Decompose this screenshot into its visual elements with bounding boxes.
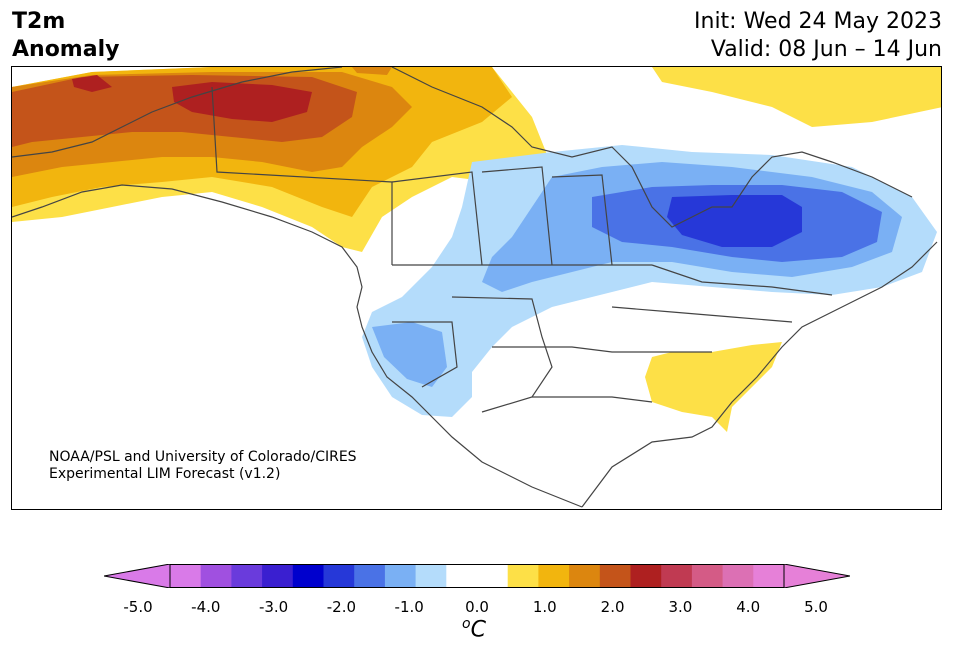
title-line-1: T2m bbox=[12, 9, 66, 34]
colorbar bbox=[104, 564, 850, 588]
colorbar-segment bbox=[323, 564, 355, 588]
colorbar-segment bbox=[231, 564, 263, 588]
colorbar-segment bbox=[722, 564, 754, 588]
colorbar-segment bbox=[477, 564, 509, 588]
colorbar-segment bbox=[661, 564, 693, 588]
cool-anomaly-contours bbox=[362, 145, 937, 417]
unit-celsius: C bbox=[470, 617, 486, 643]
colorbar-segment bbox=[538, 564, 570, 588]
init-date: Init: Wed 24 May 2023 bbox=[694, 9, 942, 34]
colorbar-segment bbox=[262, 564, 294, 588]
colorbar-tick-label: -3.0 bbox=[258, 598, 289, 616]
colorbar-tick-label: -2.0 bbox=[326, 598, 357, 616]
coastlines-and-borders bbox=[12, 67, 938, 508]
colorbar-ticks: -5.0 -4.0 -3.0 -2.0 -1.0 0.0 1.0 2.0 3.0 4.0 5.0 bbox=[0, 598, 953, 618]
colorbar-tick-label: 5.0 bbox=[804, 598, 828, 616]
credit-line-1: NOAA/PSL and University of Colorado/CIRE… bbox=[49, 449, 357, 465]
colorbar-segment bbox=[292, 564, 324, 588]
colorbar-segment bbox=[599, 564, 631, 588]
colorbar-segment bbox=[569, 564, 601, 588]
colorbar-tick-label: -5.0 bbox=[123, 598, 153, 616]
colorbar-segment bbox=[200, 564, 232, 588]
colorbar-tick-label: -4.0 bbox=[191, 598, 221, 616]
map-title: T2m Anomaly bbox=[12, 8, 119, 64]
credit-text: NOAA/PSL and University of Colorado/CIRE… bbox=[49, 449, 357, 483]
colorbar-border bbox=[169, 564, 785, 588]
valid-dates: Valid: 08 Jun – 14 Jun bbox=[710, 37, 942, 62]
colorbar-over-arrow bbox=[783, 564, 850, 588]
credit-line-2: Experimental LIM Forecast (v1.2) bbox=[49, 466, 281, 482]
colorbar-under-arrow bbox=[104, 564, 171, 588]
colorbar-tick-label: 3.0 bbox=[668, 598, 693, 616]
colorbar-tick-label: 0.0 bbox=[465, 598, 489, 616]
colorbar-segment bbox=[384, 564, 417, 588]
unit-degree: o bbox=[462, 616, 471, 632]
unit-label: oC bbox=[462, 616, 486, 642]
colorbar-segment bbox=[446, 564, 478, 588]
colorbar-tick-label: 1.0 bbox=[532, 598, 557, 616]
colorbar-segment bbox=[170, 564, 202, 588]
colorbar-tick-label: -1.0 bbox=[394, 598, 424, 616]
title-line-2: Anomaly bbox=[12, 37, 120, 62]
colorbar-segment bbox=[630, 564, 662, 588]
warm-anomaly-contours bbox=[12, 67, 941, 432]
anomaly-map bbox=[11, 66, 942, 510]
colorbar-segment bbox=[415, 564, 447, 588]
colorbar-segment bbox=[354, 564, 386, 588]
colorbar-segment bbox=[691, 564, 724, 588]
colorbar-tick-label: 2.0 bbox=[600, 598, 625, 616]
colorbar-tick-label: 4.0 bbox=[736, 598, 761, 616]
colorbar-segment bbox=[507, 564, 539, 588]
forecast-dates: Init: Wed 24 May 2023 Valid: 08 Jun – 14… bbox=[694, 8, 942, 64]
colorbar-segment bbox=[753, 564, 785, 588]
